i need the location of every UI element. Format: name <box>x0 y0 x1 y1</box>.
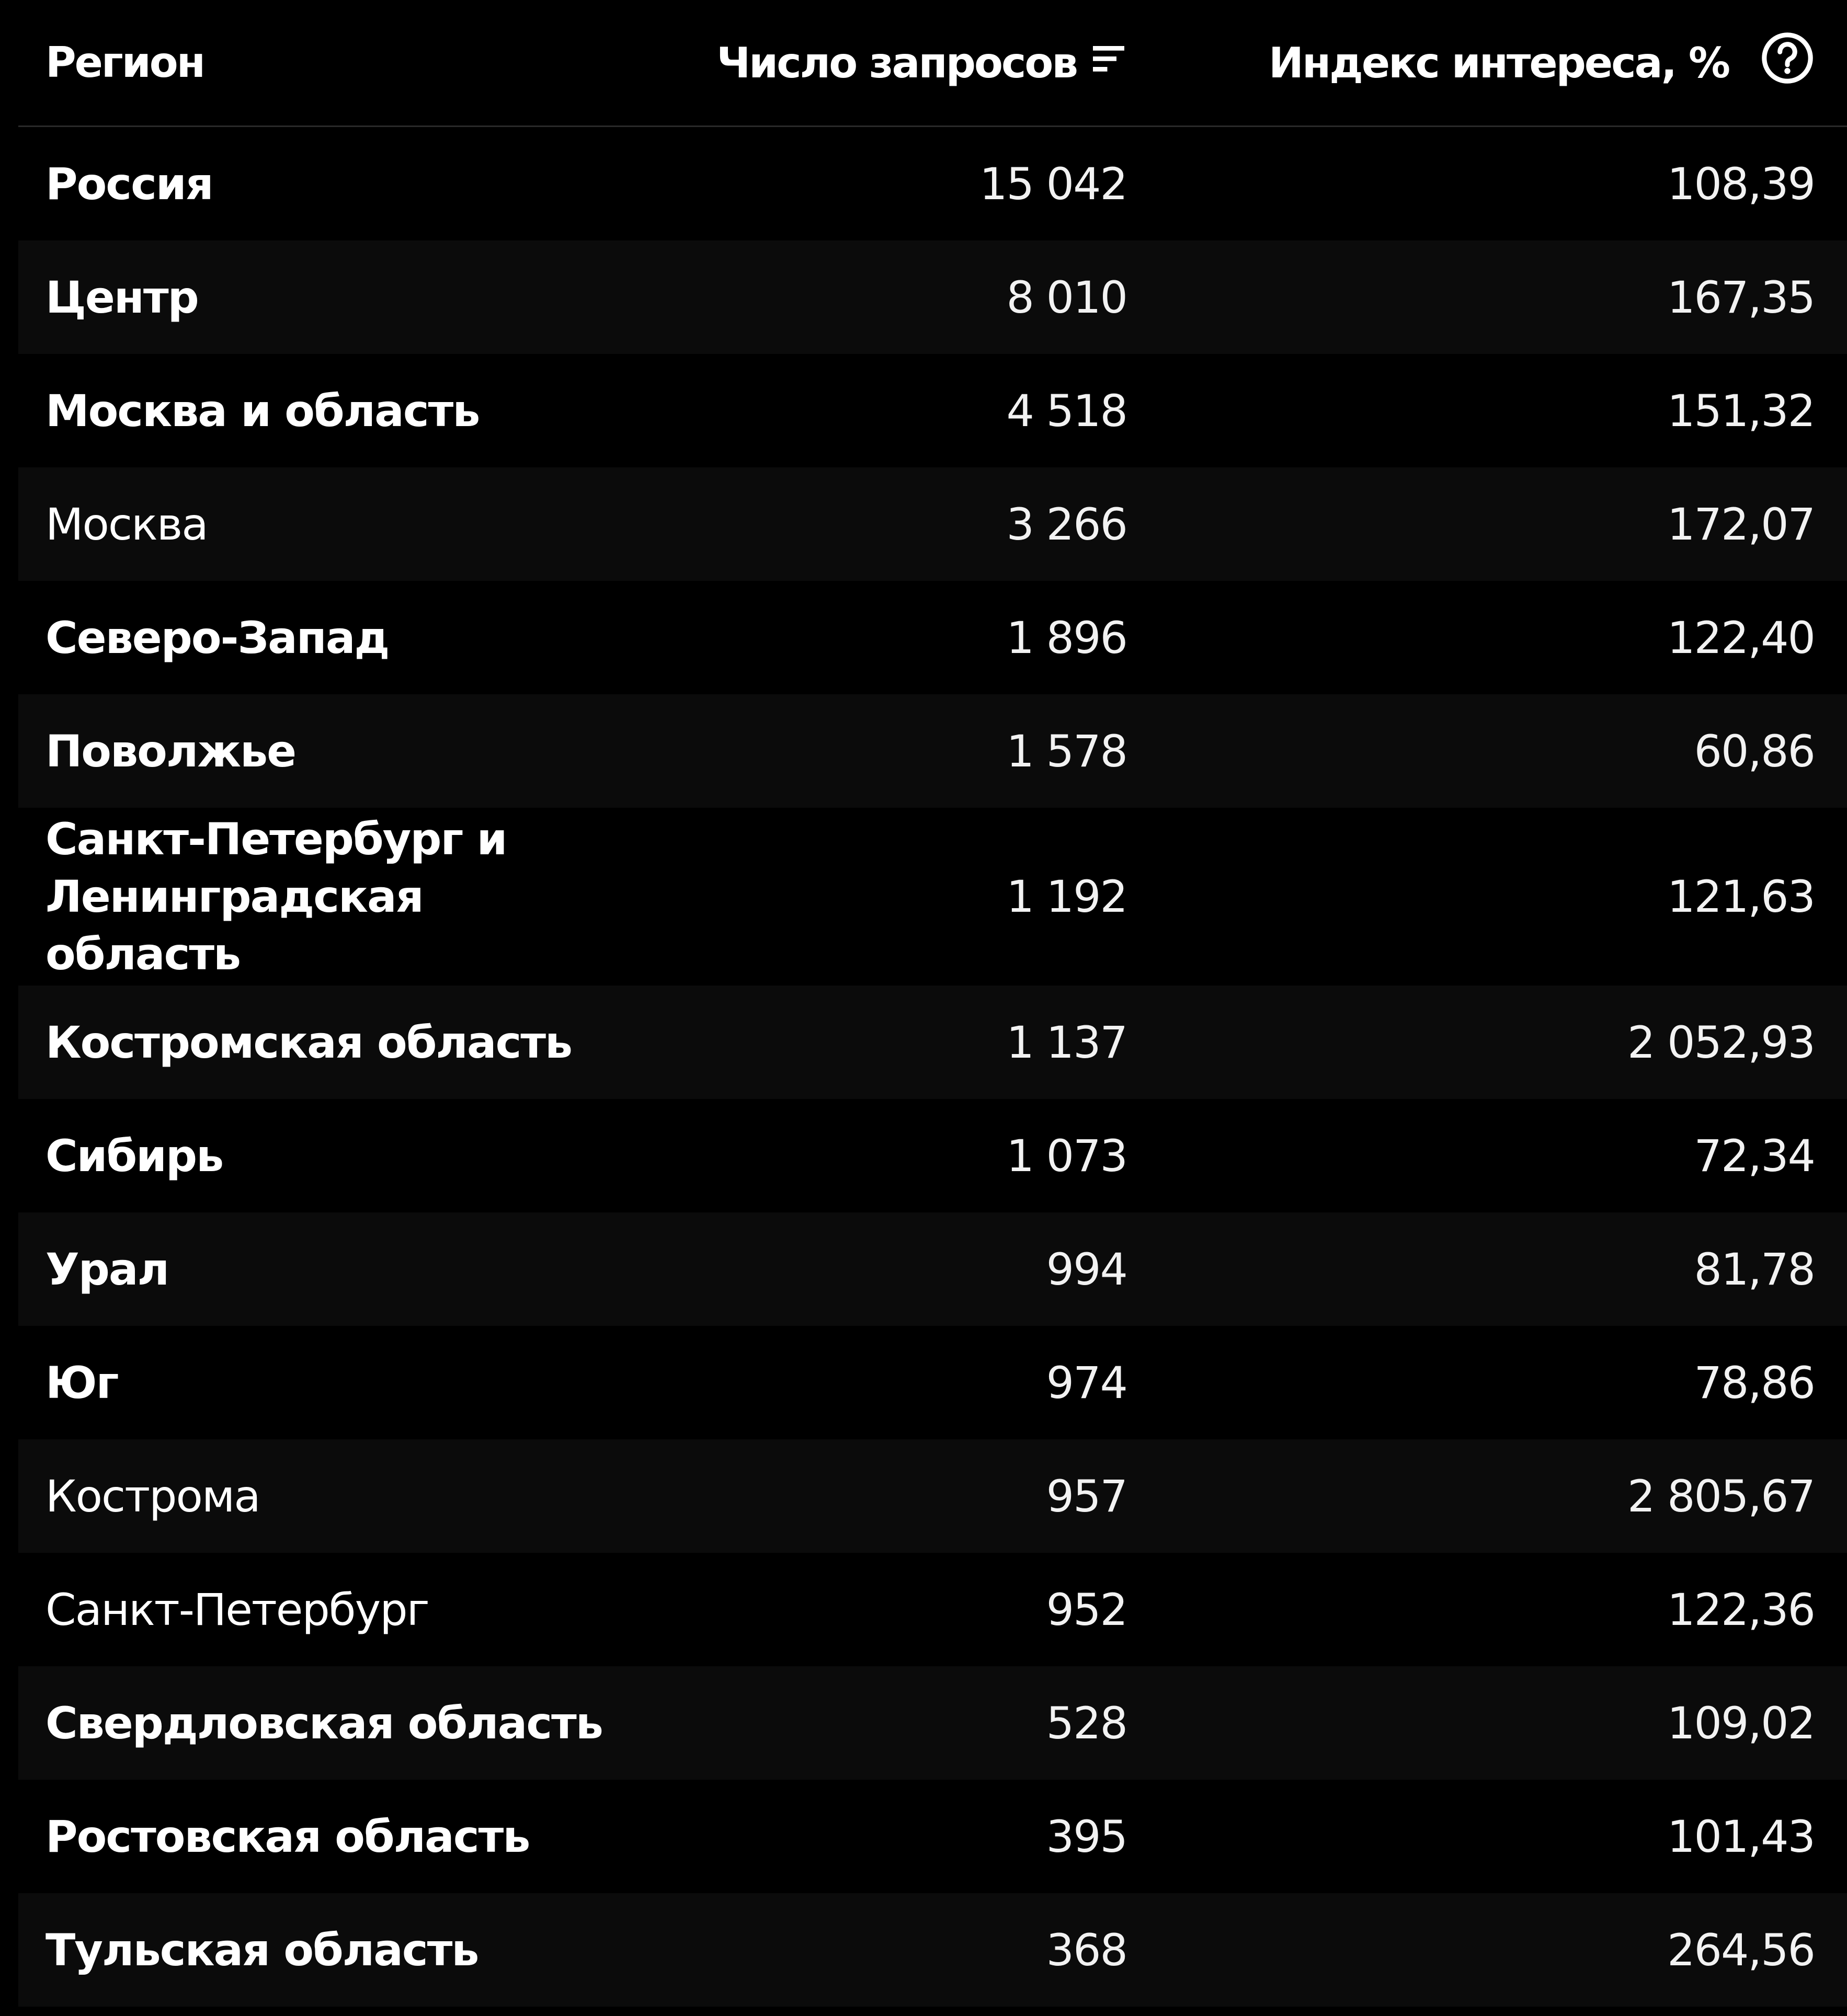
query-count: 952 <box>1046 1584 1128 1635</box>
interest-index: 122,36 <box>1667 1584 1816 1635</box>
table-row[interactable]: Кострома 957 2 805,67 <box>18 1439 1847 1553</box>
query-count: 1 896 <box>1006 612 1128 663</box>
region-name: Поволжье <box>45 725 297 777</box>
region-name: Москва и область <box>45 385 480 437</box>
query-count: 395 <box>1046 1811 1128 1862</box>
column-header-index[interactable]: Индекс интереса, % <box>1127 31 1815 95</box>
region-name: Санкт-Петербург <box>45 1584 430 1635</box>
column-header-region[interactable]: Регион <box>45 38 206 87</box>
interest-index: 121,63 <box>1667 871 1816 922</box>
table-row[interactable]: Свердловская область 528 109,02 <box>18 1666 1847 1780</box>
table-row[interactable]: Ростовская область 395 101,43 <box>18 1780 1847 1893</box>
query-count: 974 <box>1046 1357 1128 1408</box>
region-name: Юг <box>45 1357 119 1408</box>
column-header-index-label: Индекс интереса, % <box>1269 38 1730 87</box>
query-count: 1 192 <box>1006 871 1128 922</box>
table-row[interactable]: Поволжье 1 578 60,86 <box>18 694 1847 808</box>
interest-index: 72,34 <box>1694 1130 1816 1182</box>
region-name: Центр <box>45 271 199 323</box>
query-count: 1 073 <box>1006 1130 1128 1182</box>
interest-index: 60,86 <box>1694 725 1816 777</box>
region-name: Москва <box>45 498 209 550</box>
sort-descending-icon[interactable] <box>1090 39 1127 87</box>
column-header-count[interactable]: Число запросов <box>646 39 1127 87</box>
interest-index: 108,39 <box>1667 158 1816 210</box>
table-row[interactable]: Москва и область 4 518 151,32 <box>18 354 1847 467</box>
table-row[interactable]: Юг 974 78,86 <box>18 1326 1847 1439</box>
table-header: Регион Число запросов Индекс интереса, % <box>18 0 1847 127</box>
query-count: 1 578 <box>1006 725 1128 777</box>
table-row[interactable]: Россия 15 042 108,39 <box>18 127 1847 240</box>
interest-index: 172,07 <box>1667 498 1816 550</box>
region-name: Санкт-Петербург и Ленинградская область <box>45 814 508 980</box>
question-circle-icon[interactable] <box>1760 31 1815 95</box>
query-count: 8 010 <box>1006 271 1128 323</box>
region-name: Северо-Запад <box>45 612 390 663</box>
interest-index: 2 805,67 <box>1627 1470 1816 1522</box>
table-row[interactable]: Санкт-Петербург и Ленинградская область 1… <box>18 808 1847 986</box>
region-name: Россия <box>45 158 214 210</box>
interest-index: 151,32 <box>1667 385 1816 437</box>
interest-index: 78,86 <box>1694 1357 1816 1408</box>
query-count: 4 518 <box>1006 385 1128 437</box>
table-row[interactable]: Урал 994 81,78 <box>18 1212 1847 1326</box>
table-row[interactable]: Тульская область 368 264,56 <box>18 1893 1847 2007</box>
query-count: 15 042 <box>979 158 1128 210</box>
table-row[interactable]: Москва 3 266 172,07 <box>18 467 1847 581</box>
interest-index: 109,02 <box>1667 1697 1816 1749</box>
table-body: Россия 15 042 108,39 Центр 8 010 167,35 Москва… <box>18 127 1847 2007</box>
query-count: 957 <box>1046 1470 1128 1522</box>
query-count: 994 <box>1046 1243 1128 1295</box>
region-name: Свердловская область <box>45 1697 603 1749</box>
interest-index: 101,43 <box>1667 1811 1816 1862</box>
query-count: 528 <box>1046 1697 1128 1749</box>
query-count: 1 137 <box>1006 1016 1128 1068</box>
column-header-count-label: Число запросов <box>716 38 1078 87</box>
region-table: Регион Число запросов Индекс интереса, %… <box>18 0 1847 2007</box>
table-row[interactable]: Санкт-Петербург 952 122,36 <box>18 1553 1847 1666</box>
interest-index: 167,35 <box>1667 271 1816 323</box>
table-row[interactable]: Северо-Запад 1 896 122,40 <box>18 581 1847 694</box>
query-count: 3 266 <box>1006 498 1128 550</box>
region-name: Сибирь <box>45 1130 224 1182</box>
region-name: Урал <box>45 1243 169 1295</box>
interest-index: 81,78 <box>1694 1243 1816 1295</box>
interest-index: 264,56 <box>1667 1924 1816 1976</box>
region-name: Тульская область <box>45 1924 480 1976</box>
interest-index: 2 052,93 <box>1627 1016 1816 1068</box>
table-row[interactable]: Центр 8 010 167,35 <box>18 240 1847 354</box>
region-name: Ростовская область <box>45 1811 530 1862</box>
region-name: Костромская область <box>45 1016 573 1068</box>
interest-index: 122,40 <box>1667 612 1816 663</box>
table-row[interactable]: Сибирь 1 073 72,34 <box>18 1099 1847 1212</box>
table-row[interactable]: Костромская область 1 137 2 052,93 <box>18 986 1847 1099</box>
region-name: Кострома <box>45 1470 261 1522</box>
query-count: 368 <box>1046 1924 1128 1976</box>
